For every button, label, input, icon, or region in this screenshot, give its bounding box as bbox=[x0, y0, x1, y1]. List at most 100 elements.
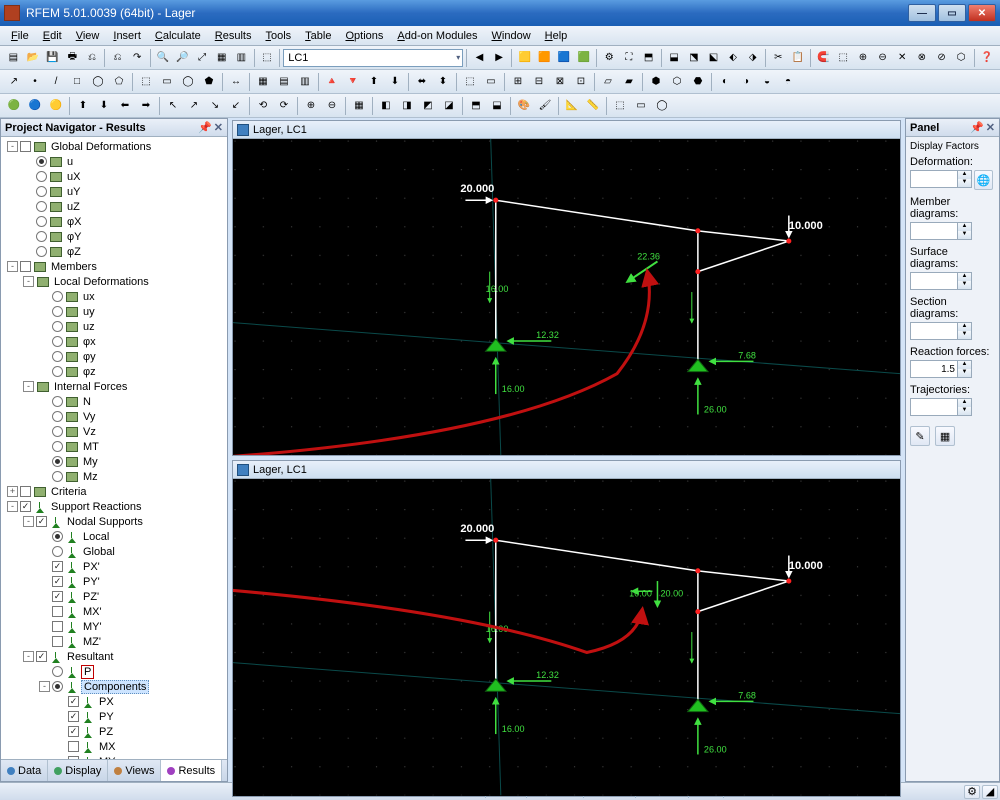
navtab-display[interactable]: Display bbox=[48, 760, 108, 781]
toolbar-button[interactable]: ✕ bbox=[893, 48, 912, 68]
toolbar-button[interactable]: 🖶 bbox=[63, 48, 82, 68]
toolbar-button[interactable]: ⬆ bbox=[73, 96, 93, 116]
toolbar-button[interactable]: ⬟ bbox=[199, 72, 219, 92]
tree-node-ux[interactable]: ux bbox=[1, 289, 227, 304]
toolbar-button[interactable]: ◯ bbox=[652, 96, 672, 116]
navtab-data[interactable]: Data bbox=[1, 760, 48, 781]
close-panel-icon[interactable]: ✕ bbox=[214, 121, 223, 134]
toolbar-button[interactable]: 🔵 bbox=[25, 96, 45, 116]
toolbar-button[interactable]: ⤢ bbox=[193, 48, 212, 68]
toolbar-button[interactable]: ⛶ bbox=[620, 48, 639, 68]
menu-file[interactable]: File bbox=[4, 28, 36, 44]
toolbar-button[interactable]: / bbox=[46, 72, 66, 92]
tree-node-y[interactable]: φy bbox=[1, 349, 227, 364]
toolbar-button[interactable]: 🔍 bbox=[153, 48, 172, 68]
panel-btn-2[interactable]: ▦ bbox=[935, 426, 955, 446]
panel-input[interactable] bbox=[910, 222, 958, 240]
toolbar-button[interactable]: ⎌ bbox=[108, 48, 127, 68]
toolbar-button[interactable]: ⬆ bbox=[364, 72, 384, 92]
toolbar-button[interactable]: ⊡ bbox=[571, 72, 591, 92]
status-icon-1[interactable]: ⚙ bbox=[964, 785, 980, 799]
toolbar-button[interactable]: ✂ bbox=[769, 48, 788, 68]
tree-node-local[interactable]: Local bbox=[1, 529, 227, 544]
results-tree[interactable]: - Global DeformationsuuXuYuZφXφYφZ- Memb… bbox=[1, 137, 227, 759]
tree-node-px[interactable]: ✓PX' bbox=[1, 559, 227, 574]
tree-node-mx[interactable]: MX' bbox=[1, 604, 227, 619]
tree-node-z[interactable]: φz bbox=[1, 364, 227, 379]
tree-node-resultant[interactable]: -✓Resultant bbox=[1, 649, 227, 664]
panel-btn-1[interactable]: ✎ bbox=[910, 426, 930, 446]
close-panel-icon[interactable]: ✕ bbox=[986, 121, 995, 134]
tree-node-globaldeformations[interactable]: - Global Deformations bbox=[1, 139, 227, 154]
panel-input[interactable] bbox=[910, 360, 958, 378]
toolbar-button[interactable]: ⊘ bbox=[932, 48, 951, 68]
minimize-button[interactable]: ― bbox=[908, 4, 936, 22]
toolbar-button[interactable]: 🟦 bbox=[555, 48, 574, 68]
toolbar-button[interactable]: ⬒ bbox=[639, 48, 658, 68]
maximize-button[interactable]: ▭ bbox=[938, 4, 966, 22]
tree-node-uy[interactable]: uY bbox=[1, 184, 227, 199]
toolbar-button[interactable]: ▤ bbox=[274, 72, 294, 92]
tree-node-uz[interactable]: uz bbox=[1, 319, 227, 334]
toolbar-button[interactable]: ⚙ bbox=[600, 48, 619, 68]
tree-node-vz[interactable]: Vz bbox=[1, 424, 227, 439]
toolbar-button[interactable]: 🟨 bbox=[515, 48, 534, 68]
toolbar-button[interactable]: ⬓ bbox=[665, 48, 684, 68]
tree-node-uz[interactable]: uZ bbox=[1, 199, 227, 214]
tree-node-mt[interactable]: MT bbox=[1, 439, 227, 454]
tree-node-vy[interactable]: Vy bbox=[1, 409, 227, 424]
toolbar-button[interactable]: 📐 bbox=[562, 96, 582, 116]
tree-node-py[interactable]: ✓PY' bbox=[1, 574, 227, 589]
toolbar-button[interactable]: ▥ bbox=[232, 48, 251, 68]
toolbar-button[interactable]: ⟲ bbox=[253, 96, 273, 116]
toolbar-button[interactable]: 🔎 bbox=[173, 48, 192, 68]
toolbar-button[interactable]: ↷ bbox=[128, 48, 147, 68]
toolbar-button[interactable]: ⬌ bbox=[412, 72, 432, 92]
tree-node-global[interactable]: Global bbox=[1, 544, 227, 559]
toolbar-button[interactable]: ▭ bbox=[157, 72, 177, 92]
tree-node-z[interactable]: φZ bbox=[1, 244, 227, 259]
panel-input[interactable] bbox=[910, 170, 958, 188]
loadcase-combo[interactable]: LC1 bbox=[283, 49, 463, 67]
toolbar-button[interactable]: ⬡ bbox=[952, 48, 971, 68]
navtab-views[interactable]: Views bbox=[108, 760, 161, 781]
toolbar-button[interactable]: ⬅ bbox=[115, 96, 135, 116]
toolbar-button[interactable]: ⊞ bbox=[508, 72, 528, 92]
tree-node-components[interactable]: -Components bbox=[1, 679, 227, 694]
toolbar-button[interactable]: ↖ bbox=[163, 96, 183, 116]
toolbar-button[interactable]: ↙ bbox=[226, 96, 246, 116]
toolbar-button[interactable]: ⬚ bbox=[258, 48, 277, 68]
toolbar-button[interactable]: 🖌 bbox=[535, 96, 555, 116]
tree-node-pz[interactable]: ✓PZ' bbox=[1, 589, 227, 604]
menu-calculate[interactable]: Calculate bbox=[148, 28, 208, 44]
tree-node-mx[interactable]: MX bbox=[1, 739, 227, 754]
navtab-results[interactable]: Results bbox=[161, 760, 222, 781]
toolbar-button[interactable]: ▱ bbox=[598, 72, 618, 92]
toolbar-button[interactable]: ◀ bbox=[470, 48, 489, 68]
toolbar-button[interactable]: ⬢ bbox=[646, 72, 666, 92]
toolbar-button[interactable]: ⬖ bbox=[724, 48, 743, 68]
tree-node-criteria[interactable]: + Criteria bbox=[1, 484, 227, 499]
toolbar-button[interactable]: ▶ bbox=[490, 48, 509, 68]
toolbar-button[interactable]: ⟳ bbox=[274, 96, 294, 116]
menu-table[interactable]: Table bbox=[298, 28, 338, 44]
toolbar-button[interactable]: ⊕ bbox=[301, 96, 321, 116]
toolbar-button[interactable]: ⬚ bbox=[610, 96, 630, 116]
toolbar-button[interactable]: ◩ bbox=[418, 96, 438, 116]
menu-edit[interactable]: Edit bbox=[36, 28, 69, 44]
toolbar-button[interactable]: 🟡 bbox=[46, 96, 66, 116]
close-button[interactable]: ✕ bbox=[968, 4, 996, 22]
toolbar-button[interactable]: ◯ bbox=[88, 72, 108, 92]
toolbar-button[interactable]: ⊕ bbox=[854, 48, 873, 68]
toolbar-button[interactable]: 🟩 bbox=[574, 48, 593, 68]
toolbar-button[interactable]: ⬚ bbox=[834, 48, 853, 68]
toolbar-button[interactable]: ▦ bbox=[349, 96, 369, 116]
tree-node-members[interactable]: - Members bbox=[1, 259, 227, 274]
toolbar-button[interactable]: 💾 bbox=[43, 48, 62, 68]
tree-node-mz[interactable]: MZ' bbox=[1, 634, 227, 649]
tree-node-p[interactable]: P bbox=[1, 664, 227, 679]
toolbar-button[interactable]: ⬡ bbox=[667, 72, 687, 92]
toolbar-button[interactable]: ◯ bbox=[178, 72, 198, 92]
toolbar-button[interactable]: ◧ bbox=[376, 96, 396, 116]
toolbar-button[interactable]: ➡ bbox=[136, 96, 156, 116]
